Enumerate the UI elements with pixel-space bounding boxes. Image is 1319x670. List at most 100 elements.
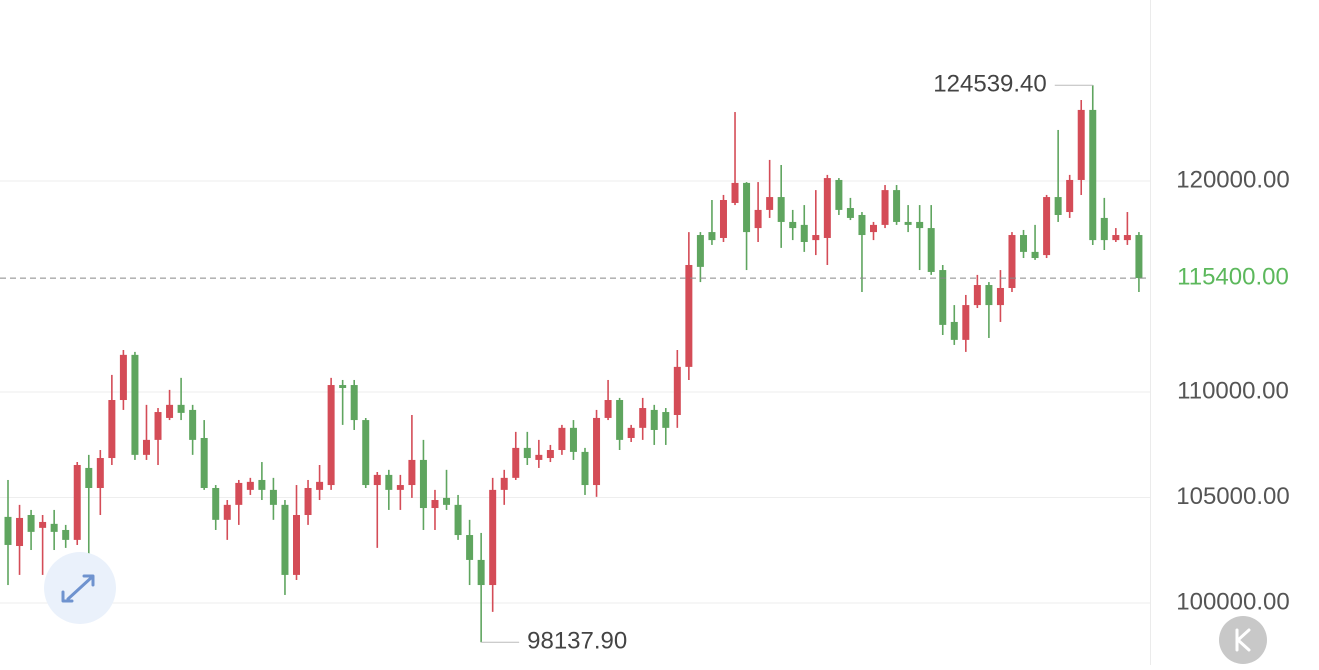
- candle-body: [396, 485, 404, 490]
- candle-body: [500, 477, 508, 490]
- last-price-label: 115400.00: [1177, 263, 1289, 290]
- candle-body: [731, 182, 739, 203]
- candle-body: [16, 517, 24, 547]
- candle-body: [1123, 235, 1131, 241]
- candle-body: [1020, 235, 1028, 252]
- candle-body: [131, 354, 139, 455]
- y-tick-label: 100000.00: [1176, 588, 1289, 615]
- candle-body: [858, 214, 866, 236]
- expand-button[interactable]: [44, 552, 116, 624]
- candle-body: [166, 404, 174, 418]
- candle-body: [489, 489, 497, 586]
- candle-body: [604, 400, 612, 418]
- candle-body: [996, 287, 1004, 306]
- candle-body: [189, 409, 197, 440]
- candle-body: [904, 221, 912, 225]
- candle-body: [881, 190, 889, 225]
- candle-body: [235, 482, 243, 505]
- candle-body: [662, 412, 670, 428]
- candle-body: [846, 208, 854, 218]
- candle-body: [973, 285, 981, 306]
- min-label: 98137.90: [527, 628, 627, 655]
- candle-body: [627, 427, 635, 438]
- max-label: 124539.40: [933, 71, 1046, 98]
- candle-body: [96, 458, 104, 488]
- candle-body: [812, 235, 820, 241]
- y-tick-label: 105000.00: [1176, 483, 1289, 510]
- candle-body: [350, 385, 358, 421]
- candle-body: [142, 439, 150, 455]
- candle-body: [454, 504, 462, 536]
- y-tick-label: 110000.00: [1177, 377, 1289, 404]
- candle-body: [281, 504, 289, 575]
- candle-body: [408, 459, 416, 486]
- candle-body: [419, 459, 427, 509]
- candle-body: [569, 427, 577, 452]
- candle-body: [870, 224, 877, 233]
- candle-body: [443, 497, 451, 505]
- candle-body: [743, 182, 751, 233]
- candle-body: [293, 514, 300, 575]
- candle-body: [223, 504, 231, 520]
- candle-body: [581, 451, 589, 486]
- candle-body: [477, 559, 485, 586]
- candle-body: [327, 385, 335, 486]
- candle-body: [316, 481, 324, 490]
- candle-body: [685, 264, 693, 367]
- candle-body: [1031, 251, 1039, 259]
- candle-body: [177, 404, 185, 413]
- candle-body: [777, 197, 785, 222]
- candle-body: [304, 487, 312, 515]
- candle-body: [50, 523, 58, 532]
- candle-body: [4, 516, 12, 545]
- candle-body: [385, 474, 393, 490]
- candle-body: [558, 427, 566, 451]
- candle-body: [1100, 217, 1108, 241]
- candle-body: [200, 437, 208, 488]
- candle-body: [1054, 197, 1062, 215]
- candle-body: [269, 489, 277, 505]
- candle-body: [916, 221, 924, 229]
- k-button-bg[interactable]: [1219, 616, 1267, 664]
- candle-body: [1008, 235, 1016, 288]
- candle-body: [950, 321, 958, 340]
- candle-body: [1089, 109, 1097, 241]
- candle-body: [639, 408, 647, 428]
- candle-body: [593, 417, 601, 486]
- candles: [4, 85, 1143, 643]
- candle-body: [893, 190, 901, 222]
- candle-body: [108, 400, 116, 459]
- candle-body: [258, 479, 266, 490]
- candle-body: [766, 197, 774, 210]
- candle-body: [246, 481, 254, 490]
- candle-body: [823, 178, 831, 238]
- candle-body: [535, 454, 543, 460]
- candle-body: [39, 521, 47, 528]
- candle-body: [962, 305, 970, 340]
- last-price-label-bg: [1156, 261, 1318, 296]
- candle-body: [62, 529, 70, 540]
- candle-body: [616, 400, 624, 440]
- candle-body: [362, 420, 370, 486]
- candle-body: [523, 447, 531, 459]
- candle-body: [800, 224, 808, 242]
- expand-icon[interactable]: [61, 574, 95, 603]
- candle-body: [835, 179, 843, 210]
- candle-body: [708, 232, 716, 241]
- candle-body: [927, 228, 935, 272]
- candle-body: [719, 200, 727, 238]
- candle-body: [512, 447, 520, 478]
- candle-body: [1066, 179, 1074, 213]
- candle-body: [431, 500, 439, 509]
- candle-body: [985, 285, 993, 306]
- candle-body: [1043, 197, 1051, 256]
- k-line-button[interactable]: [1219, 616, 1267, 664]
- k-icon[interactable]: [1235, 628, 1251, 652]
- candle-body: [789, 221, 797, 229]
- candle-body: [1077, 109, 1085, 180]
- candle-body: [27, 514, 35, 532]
- candle-body: [696, 235, 704, 267]
- candle-body: [546, 450, 554, 459]
- candle-body: [754, 209, 762, 229]
